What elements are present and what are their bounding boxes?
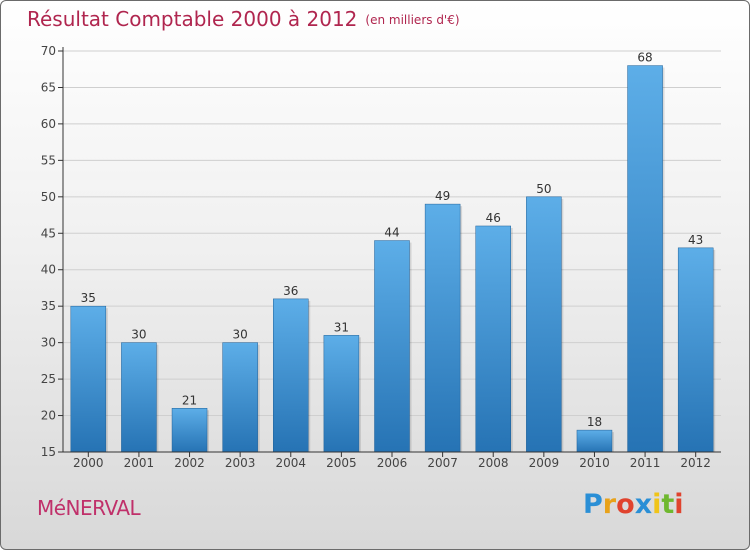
brand-logo-letter: x (634, 489, 653, 520)
y-tick-label: 65 (41, 80, 56, 94)
bar (526, 196, 562, 453)
y-tick-label: 25 (41, 372, 56, 386)
y-tick-label: 55 (41, 153, 56, 167)
bar (475, 225, 511, 453)
x-tick-label: 2007 (427, 456, 458, 470)
value-label: 68 (637, 51, 652, 65)
y-tick-label: 60 (41, 117, 56, 131)
bars (70, 65, 716, 453)
value-label: 43 (688, 233, 703, 247)
y-tick-label: 15 (41, 445, 56, 459)
chart-title-text: Résultat Comptable 2000 à 2012 (27, 7, 358, 31)
bar (374, 240, 410, 453)
labels: 15 20 25 30 35 40 45 50 55 60 65 70 35 2000 30 2001 21 20… (41, 44, 711, 470)
x-tick-label: 2012 (680, 456, 711, 470)
bar (171, 408, 208, 453)
brand-logo-letter: P (583, 489, 603, 520)
y-tick-label: 40 (41, 263, 56, 277)
brand-logo-letter: t (661, 489, 675, 520)
value-label: 46 (486, 211, 501, 225)
y-tick-label: 20 (41, 409, 56, 423)
bar (273, 298, 309, 453)
brand-logo-letter: i (652, 489, 662, 520)
brand-logo-letter: i (674, 489, 684, 520)
x-tick-label: 2003 (225, 456, 256, 470)
chart-subtitle: (en milliers d'€) (365, 13, 460, 27)
bar (70, 305, 107, 453)
y-tick-label: 70 (41, 44, 56, 58)
bar (222, 342, 258, 453)
value-label: 35 (81, 291, 96, 305)
x-tick-label: 2005 (326, 456, 357, 470)
value-label: 30 (131, 328, 146, 342)
x-tick-label: 2010 (579, 456, 610, 470)
x-tick-label: 2004 (275, 456, 306, 470)
x-tick-label: 2001 (124, 456, 155, 470)
y-tick-label: 35 (41, 299, 56, 313)
brand-logo-letter: r (602, 489, 617, 520)
value-label: 21 (182, 393, 197, 407)
value-label: 50 (536, 182, 551, 196)
bar (576, 429, 613, 453)
brand-logo-letter: o (616, 489, 635, 520)
brand-logo: Proxiti (583, 489, 684, 520)
x-tick-label: 2002 (174, 456, 205, 470)
value-label: 44 (384, 226, 399, 240)
value-label: 31 (334, 320, 349, 334)
value-label: 49 (435, 189, 450, 203)
axes (58, 47, 721, 457)
x-tick-label: 2008 (478, 456, 509, 470)
y-tick-label: 50 (41, 190, 56, 204)
bar (323, 335, 360, 453)
chart-title: Résultat Comptable 2000 à 2012 (en millie… (27, 7, 460, 31)
y-tick-label: 30 (41, 336, 56, 350)
bar (677, 247, 714, 453)
bar (627, 65, 663, 453)
y-tick-label: 45 (41, 226, 56, 240)
bar (424, 203, 461, 453)
value-label: 30 (233, 328, 248, 342)
town-name: MéNERVAL (37, 496, 141, 520)
bar (121, 342, 157, 453)
value-label: 18 (587, 415, 602, 429)
x-tick-label: 2009 (529, 456, 560, 470)
x-tick-label: 2006 (377, 456, 408, 470)
x-tick-label: 2011 (630, 456, 661, 470)
x-tick-label: 2000 (73, 456, 104, 470)
value-label: 36 (283, 284, 298, 298)
